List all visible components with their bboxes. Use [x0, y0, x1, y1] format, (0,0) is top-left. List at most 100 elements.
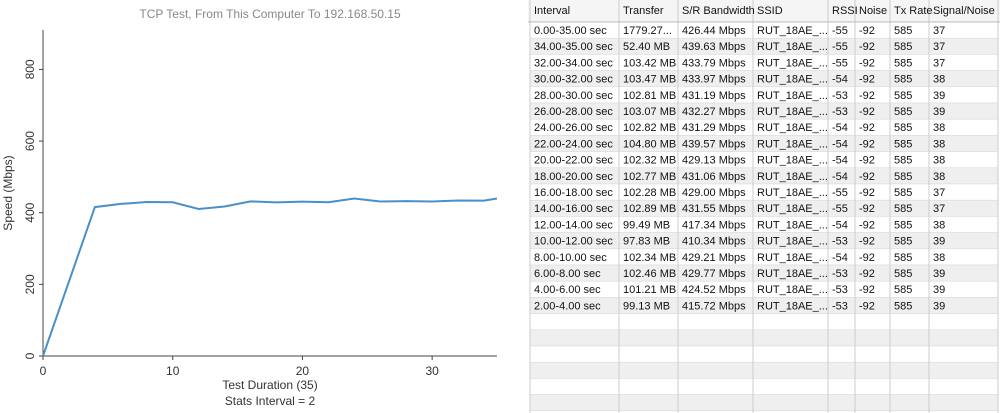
table-cell: 18.00-20.00 sec [534, 171, 613, 183]
table-cell: 6.00-8.00 sec [534, 268, 601, 280]
table-cell: -92 [859, 252, 875, 264]
column-header[interactable]: Signal/Noise [933, 5, 995, 17]
table-cell: 12.00-14.00 sec [534, 219, 613, 231]
table-cell: RUT_18AE_... [757, 90, 828, 102]
table-cell: 16.00-18.00 sec [534, 187, 613, 199]
table-cell: 39 [933, 300, 945, 312]
table-cell: -54 [832, 252, 848, 264]
table-cell: 38 [933, 171, 945, 183]
y-tick-label: 800 [23, 59, 37, 79]
table-cell: 431.55 Mbps [682, 203, 746, 215]
table-cell: RUT_18AE_... [757, 106, 828, 118]
table-cell: -54 [832, 171, 848, 183]
table-cell: -54 [832, 219, 848, 231]
table-cell: 26.00-28.00 sec [534, 106, 613, 118]
table-cell: 32.00-34.00 sec [534, 57, 613, 69]
table-cell: 22.00-24.00 sec [534, 138, 613, 150]
table-cell: RUT_18AE_... [757, 171, 828, 183]
table-row [529, 410, 999, 413]
table-cell: 585 [894, 106, 912, 118]
column-header[interactable]: Tx Rate [894, 5, 933, 17]
table-cell: 10.00-12.00 sec [534, 236, 613, 248]
table-cell: RUT_18AE_... [757, 122, 828, 134]
table-cell: RUT_18AE_... [757, 252, 828, 264]
table-cell: 39 [933, 236, 945, 248]
table-cell: -92 [859, 57, 875, 69]
table-cell: 424.52 Mbps [682, 284, 746, 296]
table-cell: 52.40 MB [623, 41, 670, 53]
table-cell: 39 [933, 268, 945, 280]
column-header[interactable]: S/R Bandwidth [682, 5, 755, 17]
table-cell: 585 [894, 138, 912, 150]
table-cell: 585 [894, 122, 912, 134]
table-cell: -92 [859, 155, 875, 167]
y-tick-label: 200 [23, 274, 37, 294]
column-header[interactable]: RSSI [832, 5, 858, 17]
table-cell: 37 [933, 25, 945, 37]
table-cell: RUT_18AE_... [757, 155, 828, 167]
table-cell: 433.97 Mbps [682, 74, 746, 86]
table-cell: 585 [894, 25, 912, 37]
table-cell: 8.00-10.00 sec [534, 252, 607, 264]
table-cell: 34.00-35.00 sec [534, 41, 613, 53]
table-cell: 417.34 Mbps [682, 219, 746, 231]
speed-line [42, 197, 498, 357]
table-cell: 103.47 MB [623, 74, 676, 86]
table-cell: 28.00-30.00 sec [534, 90, 613, 102]
table-cell: RUT_18AE_... [757, 236, 828, 248]
table-cell: -53 [832, 90, 848, 102]
table-cell: 102.82 MB [623, 122, 676, 134]
table-cell: 585 [894, 268, 912, 280]
table-cell: RUT_18AE_... [757, 74, 828, 86]
y-axis-label: Speed (Mbps) [1, 155, 15, 230]
table-cell: -55 [832, 25, 848, 37]
x-axis-label: Test Duration (35) [222, 378, 317, 392]
table-cell: 429.21 Mbps [682, 252, 746, 264]
table-cell: 585 [894, 41, 912, 53]
table-cell: -54 [832, 122, 848, 134]
table-cell: RUT_18AE_... [757, 284, 828, 296]
column-header[interactable]: Transfer [623, 5, 664, 17]
table-cell: -54 [832, 155, 848, 167]
table-cell: -92 [859, 203, 875, 215]
x-tick-label: 10 [166, 364, 180, 378]
x-tick-label: 30 [425, 364, 439, 378]
table-row [529, 378, 999, 395]
table-cell: 37 [933, 203, 945, 215]
table-row [529, 361, 999, 379]
table-cell: -55 [832, 41, 848, 53]
table-cell: -54 [832, 138, 848, 150]
table-cell: 30.00-32.00 sec [534, 74, 613, 86]
table-cell: 99.49 MB [623, 219, 670, 231]
table-cell: 38 [933, 252, 945, 264]
table-cell: 585 [894, 90, 912, 102]
table-cell: -92 [859, 236, 875, 248]
table-cell: 102.77 MB [623, 171, 676, 183]
table-cell: -53 [832, 300, 848, 312]
table-cell: 426.44 Mbps [682, 25, 746, 37]
table-cell: 585 [894, 57, 912, 69]
table-row [529, 329, 999, 347]
table-cell: -55 [832, 187, 848, 199]
table-cell: 415.72 Mbps [682, 300, 746, 312]
table-row [529, 313, 999, 331]
table-cell: -55 [832, 203, 848, 215]
table-cell: 38 [933, 219, 945, 231]
table-cell: 431.06 Mbps [682, 171, 746, 183]
column-header[interactable]: Noise [859, 5, 887, 17]
table-cell: 585 [894, 74, 912, 86]
column-header[interactable]: SSID [757, 5, 783, 17]
table-cell: -53 [832, 268, 848, 280]
table-cell: 37 [933, 41, 945, 53]
table-cell: -53 [832, 236, 848, 248]
table-cell: 439.57 Mbps [682, 138, 746, 150]
table-cell: 101.21 MB [623, 284, 676, 296]
header-bg [528, 0, 1000, 22]
table-cell: 585 [894, 252, 912, 264]
table-cell: 102.32 MB [623, 155, 676, 167]
column-header[interactable]: Interval [534, 5, 570, 17]
table-cell: 0.00-35.00 sec [534, 25, 607, 37]
table-cell: 20.00-22.00 sec [534, 155, 613, 167]
table-cell: 585 [894, 155, 912, 167]
